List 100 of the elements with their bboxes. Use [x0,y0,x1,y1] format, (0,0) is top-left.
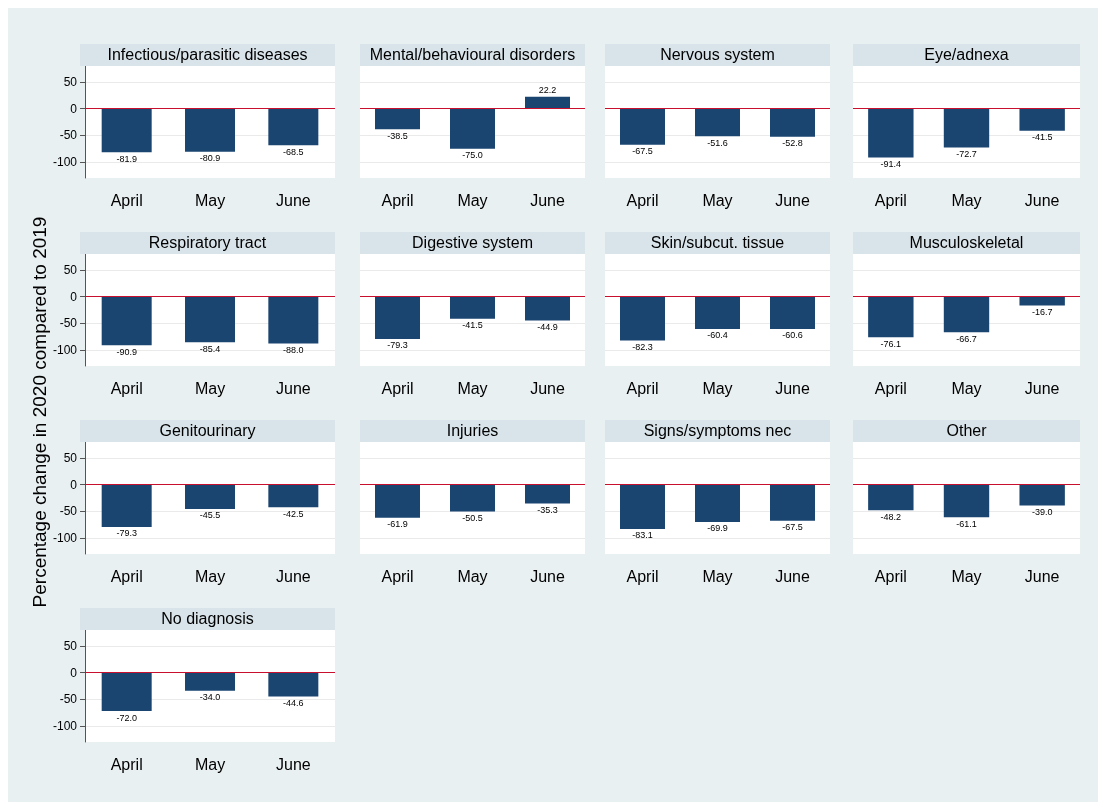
x-tick-label: April [874,567,907,585]
chart-title: Digestive system [360,232,585,254]
x-tick-label: June [275,567,311,585]
data-label: -38.5 [387,130,408,141]
x-tick-label: May [194,755,226,773]
x-tick-label: May [702,567,733,585]
x-tick-label: June [1024,567,1060,585]
data-label: -41.5 [462,320,483,331]
x-tick-label: May [951,567,982,585]
data-label: -35.3 [537,504,558,515]
data-label: -80.9 [199,153,221,164]
data-label: -48.2 [880,511,902,522]
y-tick-label: -100 [52,719,78,733]
x-tick-label: June [1024,379,1060,397]
x-tick-label: May [457,191,488,209]
y-tick-label: -50 [59,316,78,331]
data-label: -66.7 [956,333,977,344]
chart-title: Skin/subcut. tissue [605,232,830,254]
data-label: -82.3 [632,342,653,353]
chart-title: No diagnosis [80,608,335,630]
x-tick-label: June [275,755,311,773]
data-label: -51.6 [707,137,728,148]
x-tick-label: May [194,191,226,209]
chart-title: Eye/adnexa [853,44,1080,66]
data-label: -69.9 [707,523,728,534]
chart-title: Respiratory tract [80,232,335,254]
chart-title: Infectious/parasitic diseases [80,44,335,66]
x-tick-label: April [110,191,143,209]
x-tick-label: April [626,191,659,209]
x-tick-label: April [110,567,143,585]
x-tick-label: April [381,567,414,585]
data-label: -67.5 [632,146,653,157]
data-label: -61.1 [956,518,977,529]
chart-title: Other [853,420,1080,442]
data-label: -68.5 [283,146,304,157]
data-label: -45.5 [199,510,221,521]
data-label: -44.9 [537,322,558,333]
x-tick-label: June [275,379,311,397]
y-tick-label: 50 [63,639,78,653]
data-label: -60.6 [782,330,803,341]
chart-title: Mental/behavioural disorders [360,44,585,66]
data-label: -60.4 [707,330,728,341]
x-tick-label: May [951,191,982,209]
y-axis-title: Percentage change in 2020 compared to 2019 [29,216,51,608]
x-tick-label: May [951,379,982,397]
data-label: -67.5 [782,522,803,533]
data-label: -52.8 [782,138,803,149]
chart-title: Injuries [360,420,585,442]
x-tick-label: May [194,567,226,585]
x-tick-label: April [874,379,907,397]
y-tick-label: 50 [63,451,78,465]
data-label: -88.0 [283,345,304,356]
data-label: -34.0 [199,692,221,703]
data-label: -41.5 [1031,132,1053,143]
x-tick-label: April [626,567,659,585]
x-tick-label: May [194,379,226,397]
y-tick-label: 0 [70,665,78,680]
data-label: -90.9 [116,346,137,357]
data-label: -72.0 [116,712,137,723]
y-tick-label: -50 [59,504,78,519]
data-label: -42.5 [283,508,304,519]
data-label: -76.1 [880,338,902,349]
x-tick-label: April [381,191,414,209]
chart-title: Nervous system [605,44,830,66]
data-label: -85.4 [199,343,221,354]
x-tick-label: June [775,567,810,585]
x-tick-label: April [110,755,143,773]
chart-title: Signs/symptoms nec [605,420,830,442]
chart-title: Musculoskeletal [853,232,1080,254]
data-label: -91.4 [880,158,902,169]
data-label: -72.7 [956,148,977,159]
x-tick-label: June [530,191,565,209]
y-tick-label: -100 [52,343,78,357]
data-label: 22.2 [538,85,557,96]
y-tick-label: 0 [70,289,78,304]
y-tick-label: -50 [59,692,78,707]
x-tick-label: May [702,191,733,209]
data-label: -75.0 [462,150,483,161]
x-tick-label: June [530,567,565,585]
x-tick-label: April [381,379,414,397]
data-label: -83.1 [632,530,653,541]
data-label: -39.0 [1031,506,1053,517]
x-tick-label: April [874,191,907,209]
x-tick-label: May [457,567,488,585]
y-tick-label: -50 [59,128,78,143]
x-tick-label: May [457,379,488,397]
data-label: -44.6 [283,697,304,708]
y-tick-label: 50 [63,263,78,277]
data-label: -50.5 [462,513,483,524]
data-label: -61.9 [387,519,408,530]
y-tick-label: 50 [63,75,78,89]
data-label: -16.7 [1031,307,1053,318]
y-tick-label: 0 [70,101,78,116]
chart-title: Genitourinary [80,420,335,442]
x-tick-label: June [1024,191,1060,209]
x-tick-label: June [275,191,311,209]
y-tick-label: -100 [52,155,78,169]
y-tick-label: 0 [70,477,78,492]
x-tick-label: April [626,379,659,397]
x-tick-label: June [775,191,810,209]
